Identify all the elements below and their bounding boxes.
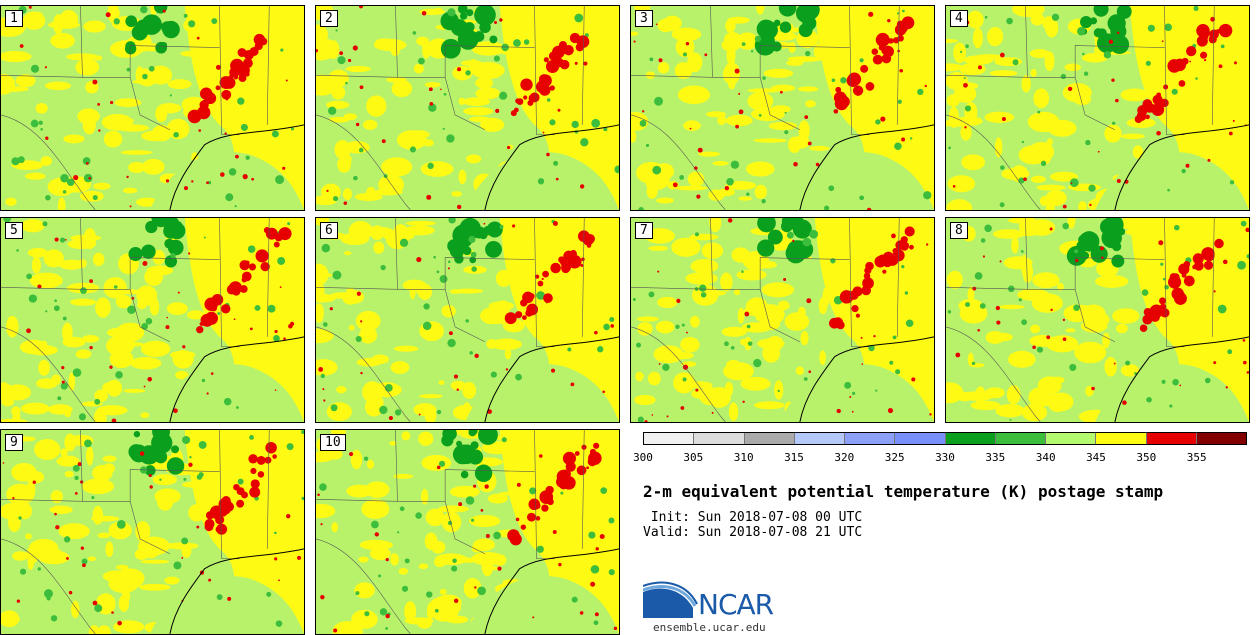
colorbar-tick-label: 305 <box>683 451 704 464</box>
member-number-label: 5 <box>5 222 23 239</box>
member-number-label: 3 <box>635 10 653 27</box>
member-map-panel: 9 <box>0 429 305 635</box>
colorbar-tick-label: 300 <box>633 451 653 464</box>
colorbar-segment <box>1146 433 1197 444</box>
colorbar-tick-label: 330 <box>935 451 955 464</box>
colorbar-tick-label: 320 <box>834 451 855 464</box>
init-time: Init: Sun 2018-07-08 00 UTC <box>643 510 863 525</box>
valid-time: Valid: Sun 2018-07-08 21 UTC <box>643 525 863 540</box>
colorbar-segment <box>845 433 896 444</box>
colorbar-tick-labels: 300 305 310 315 320 325 330 335 340 345 350 355 <box>633 451 1247 467</box>
colorbar-tick-label: 325 <box>884 451 905 464</box>
member-number-label: 4 <box>950 10 968 27</box>
member-map-panel: 4 <box>945 5 1250 211</box>
colorbar-segment <box>895 433 946 444</box>
colorbar-tick-label: 310 <box>733 451 754 464</box>
plot-title: 2-m equivalent potential temperature (K)… <box>643 482 1164 501</box>
member-number-label: 1 <box>5 10 23 27</box>
colorbar-segment <box>1196 433 1246 444</box>
logo-text: NCAR <box>698 588 774 621</box>
member-map-panel: 7 <box>630 217 935 423</box>
colorbar-tick-label: 340 <box>1035 451 1056 464</box>
member-number-label: 8 <box>950 222 968 239</box>
member-map-panel: 10 <box>315 429 620 635</box>
ncar-logo-icon <box>643 581 698 618</box>
member-map-panel: 6 <box>315 217 620 423</box>
colorbar-segment <box>945 433 996 444</box>
colorbar-tick-label: 335 <box>985 451 1006 464</box>
colorbar-segment <box>995 433 1046 444</box>
member-number-label: 6 <box>320 222 338 239</box>
member-map-panel: 2 <box>315 5 620 211</box>
member-number-label: 10 <box>320 434 346 451</box>
colorbar-segment <box>694 433 745 444</box>
colorbar-segment <box>1096 433 1147 444</box>
colorbar-segment <box>644 433 695 444</box>
colorbar-tick-label: 355 <box>1186 451 1207 464</box>
colorbar-segment <box>744 433 795 444</box>
colorbar <box>643 432 1247 445</box>
colorbar-tick-label: 315 <box>784 451 804 464</box>
colorbar-segment <box>794 433 845 444</box>
member-number-label: 7 <box>635 222 653 239</box>
member-map-panel: 3 <box>630 5 935 211</box>
colorbar-tick-label: 345 <box>1086 451 1106 464</box>
colorbar-tick-label: 350 <box>1136 451 1157 464</box>
member-number-label: 2 <box>320 10 338 27</box>
member-map-panel: 8 <box>945 217 1250 423</box>
member-number-label: 9 <box>5 434 23 451</box>
member-map-panel: 1 <box>0 5 305 211</box>
member-map-panel: 5 <box>0 217 305 423</box>
time-info: Init: Sun 2018-07-08 00 UTC Valid: Sun 2… <box>643 510 862 540</box>
colorbar-segment <box>1046 433 1097 444</box>
site-url: ensemble.ucar.edu <box>653 621 766 634</box>
